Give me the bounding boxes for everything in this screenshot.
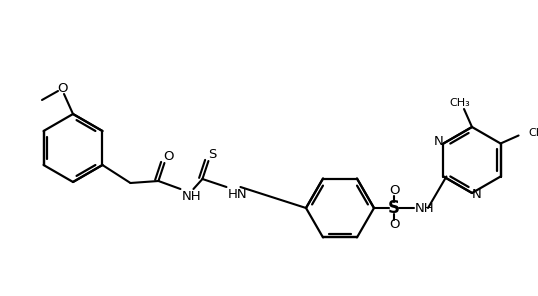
Text: N: N (434, 135, 443, 148)
Text: S: S (208, 147, 217, 160)
Text: S: S (388, 199, 400, 217)
Text: N: N (472, 189, 482, 202)
Text: O: O (389, 218, 399, 231)
Text: NH: NH (181, 190, 201, 203)
Text: O: O (163, 149, 174, 163)
Text: NH: NH (415, 202, 435, 215)
Text: CH₃: CH₃ (528, 128, 538, 139)
Text: O: O (56, 83, 67, 96)
Text: CH₃: CH₃ (450, 98, 470, 108)
Text: HN: HN (228, 188, 247, 201)
Text: O: O (389, 184, 399, 197)
